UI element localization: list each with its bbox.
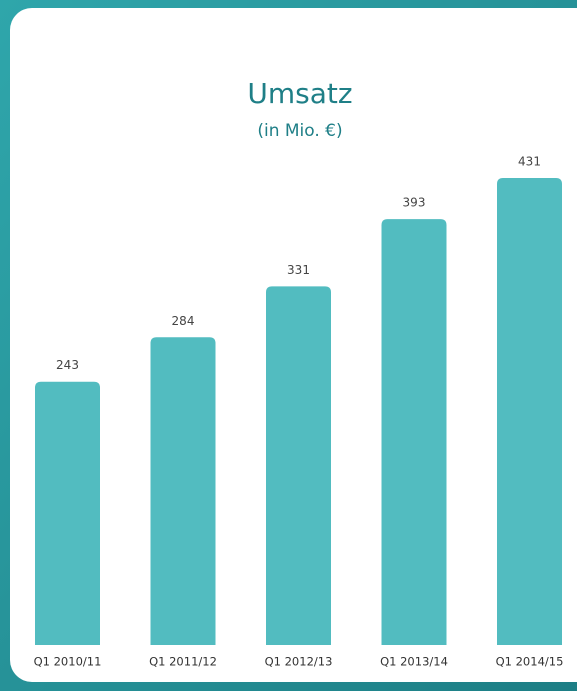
- value-label: 393: [403, 196, 426, 210]
- bar: [266, 286, 331, 645]
- x-tick-label: Q1 2013/14: [380, 655, 448, 669]
- value-label: 431: [518, 155, 541, 169]
- chart-subtitle: (in Mio. €): [257, 121, 342, 141]
- x-tick-label: Q1 2014/15: [496, 655, 564, 669]
- value-label: 243: [56, 358, 79, 372]
- bar: [35, 381, 100, 645]
- x-tick-label: Q1 2010/11: [34, 655, 102, 669]
- value-label: 331: [287, 263, 310, 277]
- x-tick-label: Q1 2011/12: [149, 655, 217, 669]
- chart-title: Umsatz: [247, 77, 352, 110]
- x-tick-label: Q1 2012/13: [265, 655, 333, 669]
- bar: [381, 219, 447, 645]
- value-label: 284: [172, 314, 195, 328]
- bar: [497, 178, 562, 645]
- bar: [150, 337, 216, 645]
